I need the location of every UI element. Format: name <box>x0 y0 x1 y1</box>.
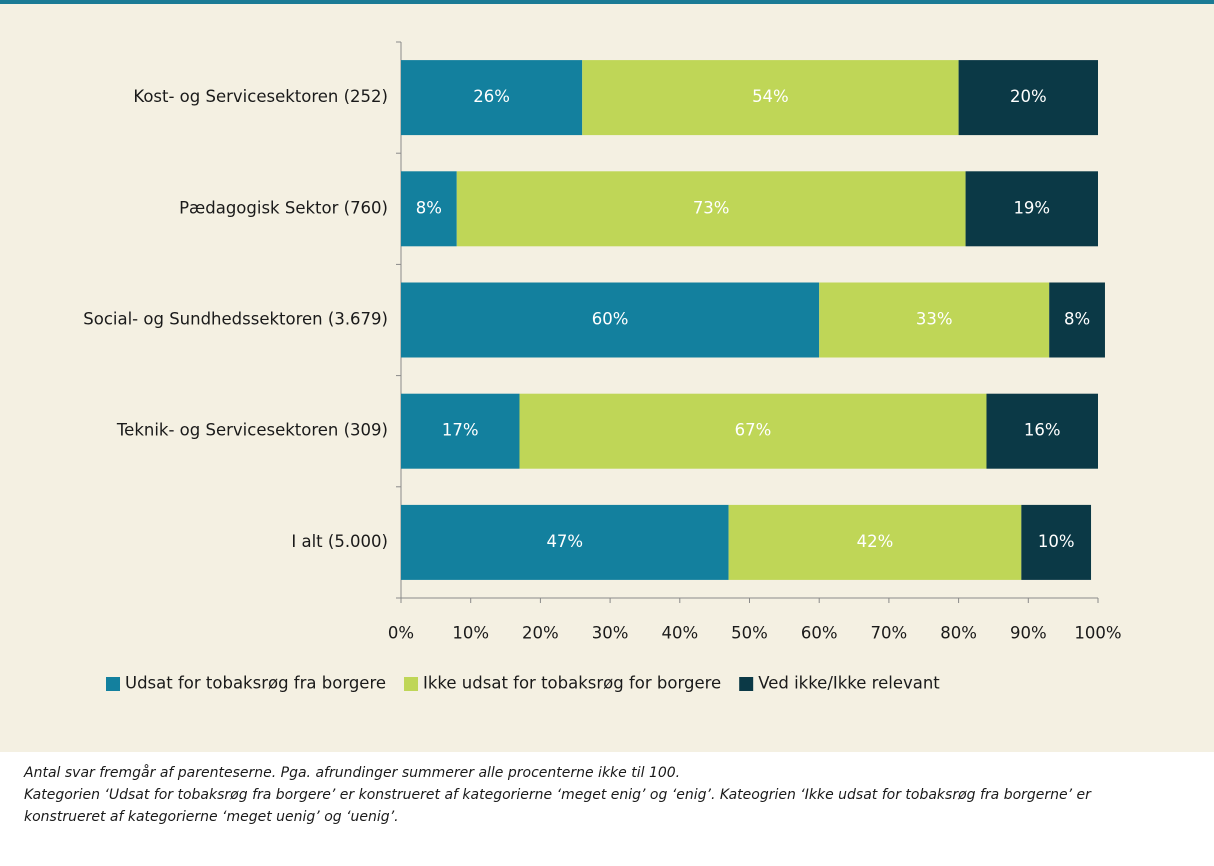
bar-segment <box>1049 282 1105 358</box>
data-label: 67% <box>735 421 772 440</box>
legend-label: Udsat for tobaksrøg fra borgere <box>125 674 386 693</box>
data-label: 16% <box>1024 421 1061 440</box>
legend-swatch <box>404 677 419 691</box>
data-label: 8% <box>1064 310 1090 329</box>
y-tick-label: Kost- og Servicesektoren (252) <box>133 87 388 106</box>
bar-segment <box>401 60 583 136</box>
bar-segment <box>958 60 1098 136</box>
bar-segment <box>456 171 966 247</box>
data-label: 10% <box>1038 532 1075 551</box>
y-tick-label: Pædagogisk Sektor (760) <box>179 198 388 217</box>
x-tick-label: 90% <box>1010 624 1047 643</box>
data-label: 42% <box>857 532 894 551</box>
bar-segment <box>401 282 820 358</box>
y-tick-label: Teknik- og Servicesektoren (309) <box>116 421 388 440</box>
x-tick-label: 10% <box>452 624 489 643</box>
data-label: 26% <box>473 87 510 106</box>
data-label: 20% <box>1010 87 1047 106</box>
legend-swatch <box>739 677 754 691</box>
legend-label: Ikke udsat for tobaksrøg for borgere <box>423 674 721 693</box>
data-label: 60% <box>592 310 629 329</box>
x-tick-label: 30% <box>592 624 629 643</box>
bar-segment <box>986 393 1098 469</box>
data-label: 54% <box>752 87 789 106</box>
data-label: 19% <box>1013 198 1050 217</box>
notes: Antal svar fremgår af parenteserne. Pga.… <box>24 762 1174 828</box>
note: Kategorien ‘Udsat for tobaksrøg fra borg… <box>24 787 1091 825</box>
data-label: 8% <box>416 198 442 217</box>
bar-segment <box>728 504 1022 580</box>
note: Antal svar fremgår af parenteserne. Pga.… <box>24 765 681 781</box>
legend-swatch <box>106 677 120 691</box>
data-label: 73% <box>693 198 730 217</box>
bar-segment <box>1021 504 1092 580</box>
data-label: 17% <box>442 421 479 440</box>
bar-segment <box>819 282 1050 358</box>
data-label: 33% <box>916 310 953 329</box>
chart: 0% 10% 20% 30% 40% 50% 60% 70% 80% 90% 100% Kost- o… <box>83 41 1122 693</box>
bar-segment <box>965 171 1098 247</box>
bar-segment <box>519 393 987 469</box>
y-tick-label: Social- og Sundhedssektoren (3.679) <box>83 310 388 329</box>
x-tick-label: 80% <box>940 624 977 643</box>
x-tick-label: 70% <box>871 624 908 643</box>
x-tick-label: 40% <box>661 624 698 643</box>
y-tick-label: I alt (5.000) <box>291 532 388 551</box>
x-tick-label: 60% <box>801 624 838 643</box>
legend-label: Ved ikke/Ikke relevant <box>758 674 940 693</box>
data-label: 47% <box>546 532 583 551</box>
bar-segment <box>401 504 729 580</box>
x-tick-label: 100% <box>1074 624 1121 643</box>
x-tick-label: 0% <box>388 624 414 643</box>
bar-segment <box>401 171 457 247</box>
bar-segment <box>582 60 959 136</box>
bar-segment <box>401 393 520 469</box>
x-tick-label: 20% <box>522 624 559 643</box>
x-tick-label: 50% <box>731 624 768 643</box>
